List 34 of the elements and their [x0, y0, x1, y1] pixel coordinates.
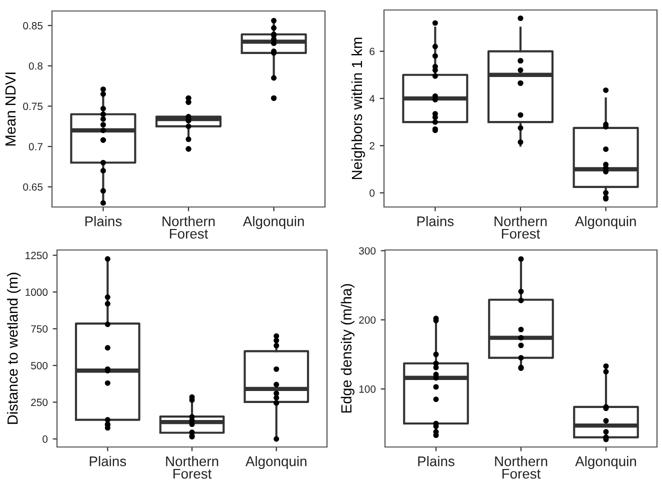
- y-tick-label: 0.7: [28, 143, 42, 150]
- y-tick-label: 4: [369, 95, 375, 102]
- y-tick-label: 1250: [26, 252, 48, 260]
- y-tick-label: 300: [358, 247, 376, 255]
- y-tick-label: 0.85: [23, 22, 43, 30]
- x-tick-label: Algonquin: [575, 456, 636, 469]
- y-axis-title: Neighbors within 1 km: [351, 38, 366, 180]
- x-tick-label: Plains: [85, 216, 122, 226]
- y-tick-label: 0: [370, 189, 375, 197]
- y-tick-label: 1000: [26, 288, 48, 296]
- x-tick-label: Northern Forest: [494, 216, 547, 239]
- x-tick-label: Algonquin: [242, 216, 304, 229]
- x-tick-label: Algonquin: [574, 216, 636, 229]
- y-tick-label: 0.75: [23, 102, 43, 110]
- y-tick-label: 2: [370, 142, 374, 150]
- y-tick-label: 750: [31, 325, 48, 333]
- x-tick-label: Algonquin: [246, 456, 306, 469]
- y-tick-label: 0.8: [28, 62, 43, 70]
- y-tick-label: 0.65: [23, 183, 43, 191]
- x-tick-label: Northern Forest: [495, 456, 548, 479]
- y-tick-label: 100: [359, 385, 376, 393]
- x-tick-label: Plains: [90, 456, 126, 466]
- y-tick-label: 250: [31, 398, 48, 406]
- x-tick-label: Plains: [417, 216, 454, 226]
- y-tick-label: 200: [359, 316, 376, 324]
- y-tick-label: 6: [370, 48, 375, 56]
- x-tick-label: Northern Forest: [166, 456, 218, 479]
- y-axis-title: Distance to wetland (m): [7, 272, 21, 424]
- y-axis-title: Mean NDVI: [5, 72, 16, 146]
- x-tick-label: Northern Forest: [162, 216, 215, 239]
- x-tick-label: Plains: [418, 456, 454, 466]
- y-tick-label: 500: [31, 362, 48, 370]
- y-axis-title: Edge density (m/ha): [340, 284, 354, 413]
- y-tick-label: 0: [42, 435, 48, 443]
